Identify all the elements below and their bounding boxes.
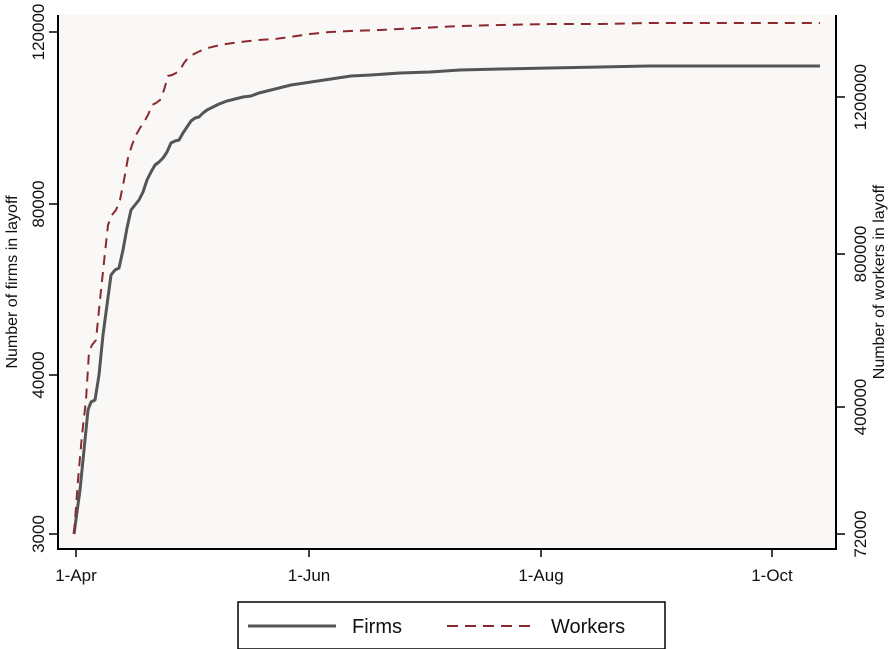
series-layer (72, 22, 820, 535)
left-y-tick-label: 3000 (29, 515, 48, 553)
right-y-axis-ticks: 1200000 800000 400000 72000 (836, 64, 870, 558)
right-y-tick-label: 400000 (851, 379, 870, 436)
legend: Firms Workers (237, 601, 666, 649)
right-y-tick-label: 1200000 (851, 64, 870, 130)
x-tick-label: 1-Oct (751, 566, 793, 585)
x-axis-ticks: 1-Apr 1-Jun 1-Aug 1-Oct (55, 549, 793, 585)
x-tick-label: 1-Jun (288, 566, 331, 585)
right-y-tick-label: 72000 (851, 510, 870, 557)
left-axis-title: Number of firms in layoff (4, 195, 21, 369)
legend-firms-label: Firms (352, 616, 402, 638)
plot-area (58, 15, 836, 549)
left-y-tick-label: 40000 (29, 351, 48, 398)
firms-line (72, 64, 820, 535)
right-axis-title: Number of workers in layoff (871, 184, 888, 379)
workers-line (73, 22, 820, 535)
left-y-tick-label: 80000 (29, 180, 48, 227)
x-tick-label: 1-Apr (55, 566, 97, 585)
legend-workers-label: Workers (551, 616, 625, 638)
right-y-tick-label: 800000 (851, 226, 870, 283)
x-tick-label: 1-Aug (518, 566, 563, 585)
left-y-tick-label: 120000 (29, 4, 48, 61)
left-y-axis-ticks: 120000 80000 40000 3000 (29, 4, 58, 553)
